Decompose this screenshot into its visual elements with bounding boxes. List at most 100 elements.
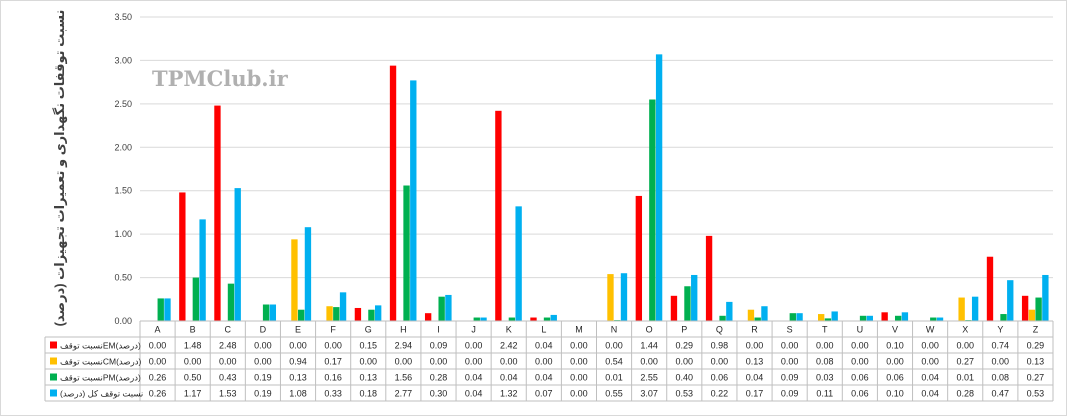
data-label: 2.42 — [500, 341, 518, 351]
data-label: 1.08 — [289, 389, 307, 399]
data-label: 0.19 — [254, 389, 272, 399]
bar — [958, 297, 965, 321]
bar — [930, 317, 937, 321]
data-label: 0.30 — [430, 389, 448, 399]
data-label: 0.00 — [781, 357, 799, 367]
category-label: L — [541, 325, 546, 335]
y-axis-title: نسبت توقفات نگهداری و تعمیرات تجهیزات (د… — [52, 10, 67, 327]
data-label: 0.00 — [992, 357, 1010, 367]
data-label: 0.00 — [535, 357, 553, 367]
data-label: 0.06 — [711, 373, 729, 383]
data-label: 0.00 — [605, 341, 623, 351]
bar — [291, 239, 298, 321]
data-label: 0.13 — [1027, 357, 1045, 367]
y-tick-label: 3.00 — [114, 55, 132, 65]
bar — [859, 315, 867, 321]
bar — [304, 227, 312, 321]
bar — [705, 235, 713, 321]
bar — [530, 317, 537, 321]
bar — [550, 314, 557, 321]
bar — [831, 311, 838, 321]
data-label: 0.27 — [956, 357, 974, 367]
data-label: 0.04 — [465, 373, 483, 383]
bar — [515, 206, 522, 321]
bar — [438, 296, 445, 321]
data-label: 0.00 — [746, 341, 764, 351]
category-label: Z — [1033, 325, 1039, 335]
category-label: J — [471, 325, 476, 335]
category-label: I — [437, 325, 440, 335]
data-label: 0.00 — [851, 341, 869, 351]
data-label: 0.74 — [992, 341, 1010, 351]
bar — [894, 315, 902, 321]
bar — [901, 312, 909, 321]
data-label: 0.13 — [359, 373, 377, 383]
data-label: 0.04 — [535, 341, 553, 351]
data-label: 0.00 — [570, 357, 588, 367]
y-tick-label: 1.50 — [114, 186, 132, 196]
bar — [445, 294, 452, 321]
data-label: 0.01 — [956, 373, 974, 383]
bar — [214, 105, 221, 321]
bar — [298, 309, 305, 321]
data-label: 0.00 — [465, 357, 483, 367]
category-label: G — [365, 325, 372, 335]
data-label: 0.28 — [430, 373, 448, 383]
data-label: 0.17 — [746, 389, 764, 399]
bar — [620, 273, 628, 321]
category-label: A — [155, 325, 161, 335]
bar — [508, 317, 516, 321]
data-label: 0.04 — [921, 389, 939, 399]
bar — [199, 219, 206, 321]
bar — [262, 304, 270, 321]
data-label: 0.00 — [781, 341, 799, 351]
data-label: 0.22 — [711, 389, 729, 399]
bar — [354, 307, 362, 321]
bar — [389, 65, 397, 321]
data-label: 0.00 — [570, 373, 588, 383]
bar — [339, 292, 347, 321]
bar — [1028, 309, 1036, 321]
data-label: 0.03 — [816, 373, 834, 383]
data-label: 0.26 — [149, 373, 167, 383]
bar — [635, 195, 643, 321]
bar — [936, 317, 944, 321]
data-label: 0.00 — [149, 357, 167, 367]
data-label: 0.00 — [640, 357, 658, 367]
bar — [684, 286, 691, 321]
bar — [179, 192, 186, 321]
data-label: 0.00 — [921, 341, 939, 351]
bar — [670, 295, 678, 321]
bar — [1007, 280, 1014, 321]
bar — [747, 309, 755, 321]
data-label: 0.09 — [781, 389, 799, 399]
data-label: 0.04 — [746, 373, 764, 383]
data-label: 3.07 — [640, 389, 658, 399]
data-label: 0.04 — [500, 373, 518, 383]
category-label: B — [190, 325, 196, 335]
data-label: 0.00 — [219, 357, 237, 367]
bar — [269, 304, 277, 321]
data-label: 0.00 — [254, 357, 272, 367]
category-label: K — [506, 325, 512, 335]
data-label: 0.33 — [324, 389, 342, 399]
data-label: 0.06 — [851, 389, 869, 399]
data-label: 0.00 — [851, 357, 869, 367]
bar — [424, 313, 432, 321]
data-label: 0.01 — [605, 373, 623, 383]
legend-label: نسبت توقفCM(درصد) — [60, 357, 141, 367]
y-tick-label: 3.50 — [114, 12, 132, 22]
data-label: 2.77 — [395, 389, 413, 399]
category-label: T — [822, 325, 828, 335]
data-label: 0.19 — [254, 373, 272, 383]
category-label: M — [575, 325, 583, 335]
y-tick-label: 0.00 — [114, 316, 132, 326]
bar — [543, 317, 551, 321]
legend-swatch — [50, 341, 57, 349]
data-label: 0.04 — [921, 373, 939, 383]
data-label: 0.00 — [500, 357, 518, 367]
bar — [796, 313, 803, 321]
data-label: 0.00 — [711, 357, 729, 367]
data-label: 0.29 — [676, 341, 694, 351]
bar — [824, 318, 832, 321]
